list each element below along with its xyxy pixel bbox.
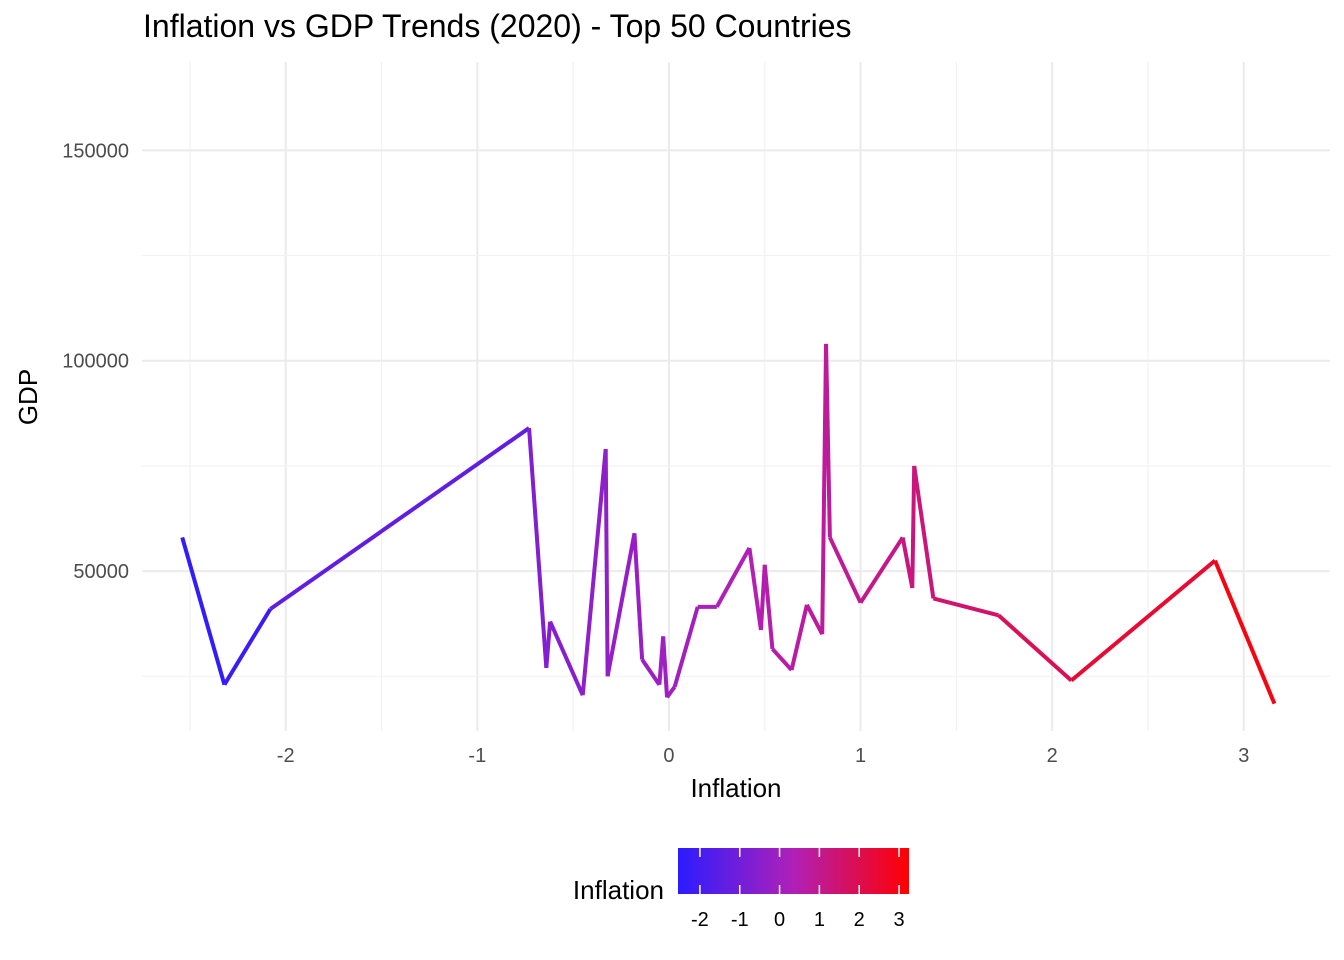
line-segment [910,465,917,588]
legend-ticks: -2 -1 0 1 2 3 [691,848,905,931]
x-tick-label: -1 [468,745,486,767]
line-segment [1213,559,1277,705]
color-legend: Inflation -2 -1 0 1 2 3 [573,848,909,931]
line-segment [527,427,549,669]
y-axis-ticks: 50000 100000 150000 [62,140,129,583]
legend-tick-label: -2 [691,909,709,931]
gridlines [142,62,1330,731]
legend-title: Inflation [573,875,664,905]
chart-title: Inflation vs GDP Trends (2020) - Top 50 … [143,8,852,44]
y-axis-title: GDP [13,369,43,425]
x-tick-label: -2 [277,745,295,767]
legend-tick-label: -1 [731,909,749,931]
series-line [180,343,1277,705]
line-segment [640,658,662,686]
line-segment [997,613,1073,682]
x-tick-label: 1 [855,745,866,767]
y-tick-label: 50000 [73,561,129,583]
x-axis-title: Inflation [690,773,781,803]
line-segment [747,547,763,631]
line-segment [762,564,775,650]
line-segment [858,536,905,604]
line-segment [770,647,794,672]
legend-tick-label: 1 [814,909,825,931]
y-tick-label: 150000 [62,140,129,162]
x-tick-label: 2 [1047,745,1058,767]
line-segment [180,536,227,686]
line-segment [715,547,752,608]
x-axis-ticks: -2 -1 0 1 2 3 [277,745,1250,767]
line-segment [828,536,863,604]
line-segment [1070,559,1217,683]
line-segment [580,448,608,696]
line-segment [544,621,553,669]
line-segment [805,603,824,636]
legend-tick-label: 2 [854,909,865,931]
line-segment [912,465,936,599]
line-segment [665,685,677,699]
line-segment [932,596,1000,618]
line-segment [603,449,610,677]
legend-tick-label: 0 [774,909,785,931]
line-segment [824,343,832,538]
legend-tick-label: 3 [893,909,904,931]
line-segment [789,604,809,671]
x-tick-label: 3 [1238,745,1249,767]
legend-colorbar [678,848,909,894]
line-segment [605,532,637,677]
x-tick-label: 0 [663,745,674,767]
line-segment [548,620,585,697]
line-segment [269,426,531,611]
line-segment [672,606,700,688]
line-segment [222,607,273,686]
line-segment [632,533,645,660]
y-tick-label: 100000 [62,351,129,373]
line-segment [661,636,670,698]
